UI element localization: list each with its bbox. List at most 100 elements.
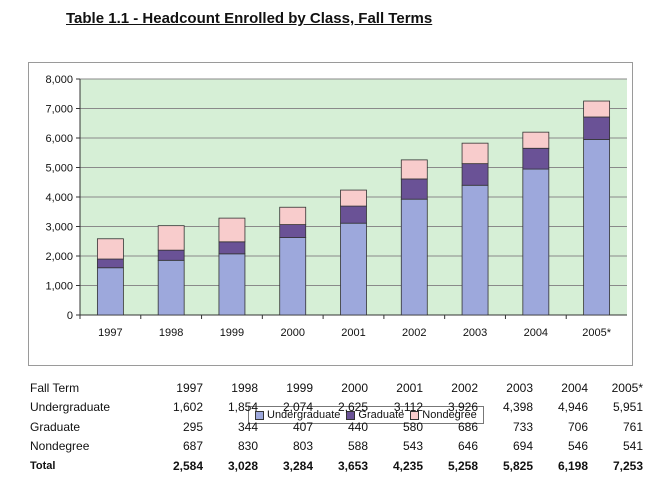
y-tick-label: 3,000 [45,222,73,234]
table-header-year: 1999 [286,380,313,395]
x-tick-label: 2001 [341,327,365,339]
table-cell: 4,398 [502,400,533,415]
bar-segment-nondegree [522,131,550,149]
enrollment-table: Fall Term 1997 1998 1999 2000 2001 2002 … [30,378,643,476]
legend-item-graduate: Graduate [346,409,404,421]
bar-segment-nondegree [583,100,611,118]
table-row-undergraduate: Undergraduate 1,602 1,854 2,074 2,625 3,… [30,398,643,418]
table-cell: 706 [567,419,588,434]
table-row-label: Nondegree [30,439,90,454]
table-cell: 694 [512,439,533,454]
bar-segment-undergraduate [461,184,489,316]
y-tick-label: 7,000 [45,104,73,116]
table-cell: 2,625 [337,400,368,415]
bar-segment-undergraduate [522,168,550,316]
table-cell: 295 [182,419,203,434]
table-header-year: 2005* [611,380,643,395]
x-tick-label: 2000 [280,327,304,339]
bar-segment-nondegree [157,225,185,251]
table-header-year: 2000 [341,380,368,395]
chart-frame: 0 1,000 2,000 3,000 4,000 5,000 6,000 7,000 8,00… [28,62,633,424]
table-header-row: Fall Term 1997 1998 1999 2000 2001 2002 … [30,378,643,398]
legend-swatch-graduate [346,410,356,420]
y-tick-label: 2,000 [45,251,73,263]
table-cell: 546 [567,439,588,454]
legend-swatch-undergraduate [255,410,264,420]
table-cell: 830 [237,439,258,454]
table-cell: 580 [402,419,423,434]
bar-segment-nondegree [400,159,428,180]
bar-segment-undergraduate [583,139,611,316]
table-row-graduate: Graduate 295 344 407 440 580 686 733 706… [30,417,643,437]
table-cell-total: 5,825 [502,458,533,473]
table-header-year: 2002 [451,380,478,395]
bar-segment-graduate [340,205,367,224]
table-header-year: 1998 [231,380,258,395]
table-cell: 687 [182,439,203,454]
x-tick-label: 2002 [402,327,426,339]
table-cell: 686 [457,419,478,434]
table-row-label: Undergraduate [30,400,111,415]
table-row-label: Total [30,459,56,472]
table-cell-total: 6,198 [557,458,588,473]
bar-segment-undergraduate [218,253,246,316]
table-cell-total: 3,028 [227,458,258,473]
bar-segment-graduate [279,224,307,238]
y-tick-label: 5,000 [45,163,73,175]
legend-label-undergraduate: Undergraduate [267,409,341,421]
table-cell: 2,074 [282,400,313,415]
bar-segment-graduate [157,249,185,261]
table-cell: 1,854 [227,400,258,415]
table-row-total: Total 2,584 3,028 3,284 3,653 4,235 5,25… [30,456,643,476]
bar-segment-nondegree [218,217,246,243]
bar-segment-nondegree [461,142,489,165]
x-tick-label: 2005* [582,327,611,339]
bar-segment-graduate [583,116,611,140]
bar-segment-undergraduate [400,198,428,316]
table-row-nondegree: Nondegree 687 830 803 588 543 646 694 54… [30,437,643,457]
bar-segment-undergraduate [157,259,185,316]
stacked-bar-chart: 0 1,000 2,000 3,000 4,000 5,000 6,000 7,000 8,00… [45,74,627,339]
legend-swatch-nondegree [410,410,420,420]
table-cell: 344 [237,419,258,434]
table-cell: 543 [402,439,423,454]
table-cell: 407 [292,419,313,434]
bar-segment-undergraduate [279,237,307,316]
bar-segment-nondegree [96,238,124,260]
y-tick-label: 1,000 [45,281,73,293]
legend-item-undergraduate: Undergraduate [255,409,340,421]
table-cell: 541 [622,439,643,454]
table-cell: 5,951 [612,400,643,415]
bar-segment-graduate [400,178,428,200]
table-cell-total: 2,584 [172,458,203,473]
x-tick-label: 1997 [98,327,122,339]
y-tick-label: 6,000 [45,133,73,145]
legend-label-nondegree: Nondegree [422,409,477,421]
legend-label-graduate: Graduate [358,409,405,421]
bar-segment-graduate [461,163,489,186]
bar-segment-graduate [96,258,124,269]
bar-segment-undergraduate [340,222,367,316]
table-header-year: 2003 [506,380,533,395]
bar-segment-nondegree [279,206,307,225]
table-cell: 588 [347,439,368,454]
table-cell: 803 [292,439,313,454]
bar-segment-graduate [522,147,550,170]
table-cell: 733 [512,419,533,434]
table-cell-total: 7,253 [612,458,643,473]
x-tick-label: 1999 [220,327,244,339]
y-tick-label: 0 [67,310,73,322]
table-cell-total: 3,653 [337,458,368,473]
bar-segment-nondegree [340,189,367,207]
table-cell: 3,926 [447,400,478,415]
bar-segment-undergraduate [96,267,124,316]
table-cell: 761 [622,419,643,434]
table-cell-total: 4,235 [392,458,423,473]
table-cell-total: 3,284 [282,458,313,473]
table-header-year: 2004 [561,380,588,395]
table-header-year: 2001 [396,380,423,395]
table-cell: 1,602 [172,400,203,415]
y-tick-label: 8,000 [45,74,73,86]
table-cell: 440 [347,419,368,434]
x-tick-label: 2003 [463,327,487,339]
